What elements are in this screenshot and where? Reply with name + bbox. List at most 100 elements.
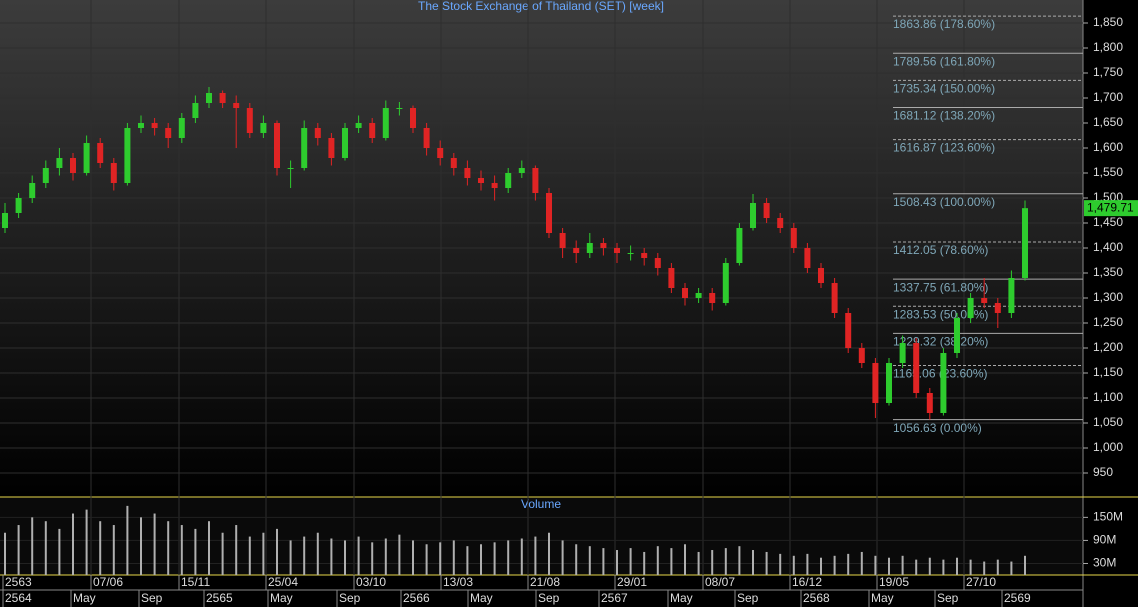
- candle-body: [124, 128, 131, 183]
- candle-body: [831, 283, 838, 313]
- fib-label: 1337.75 (61.80%): [893, 280, 988, 294]
- fib-label: 1412.05 (78.60%): [893, 243, 988, 257]
- y-tick-label: 1,150: [1093, 365, 1123, 379]
- candle-body: [464, 168, 471, 178]
- candle-body: [763, 203, 770, 218]
- y-tick-label: 1,250: [1093, 315, 1123, 329]
- y-tick-label: 1,200: [1093, 340, 1123, 354]
- candle-body: [505, 173, 512, 188]
- last-price-box: [1084, 200, 1138, 217]
- candle-body: [1022, 208, 1028, 278]
- x-tick-label: Sep: [141, 591, 163, 605]
- x-tick-label: 08/07: [705, 575, 735, 589]
- candle-body: [192, 103, 199, 118]
- candle-body: [15, 198, 22, 213]
- candle-body: [342, 128, 348, 158]
- fib-label: 1681.12 (138.20%): [893, 109, 995, 123]
- candle-body: [110, 163, 117, 183]
- y-tick-label: 1,100: [1093, 390, 1123, 404]
- candle-body: [274, 123, 280, 168]
- candle-body: [994, 303, 1001, 313]
- fib-label: 1616.87 (123.60%): [893, 141, 995, 155]
- x-tick-label: Sep: [737, 591, 759, 605]
- candle-body: [246, 108, 253, 133]
- x-tick-label: 13/03: [443, 575, 473, 589]
- candle-body: [437, 148, 444, 158]
- candle-body: [532, 168, 539, 193]
- candle-body: [178, 118, 185, 138]
- candle-body: [641, 253, 648, 258]
- candle-body: [736, 228, 743, 263]
- candle-body: [899, 343, 906, 363]
- x-tick-label: Sep: [339, 591, 361, 605]
- y-tick-label: 1,800: [1093, 40, 1123, 54]
- candle-body: [845, 313, 852, 348]
- candle-body: [586, 243, 593, 253]
- y-tick-label: 1,400: [1093, 240, 1123, 254]
- fib-label: 1789.56 (161.80%): [893, 54, 995, 68]
- candle-body: [654, 258, 661, 268]
- candle-body: [314, 128, 321, 138]
- y-tick-label: 1,700: [1093, 90, 1123, 104]
- x-tick-label: 27/10: [966, 575, 996, 589]
- candle-body: [423, 128, 430, 148]
- fib-label: 1056.63 (0.00%): [893, 421, 982, 435]
- y-tick-label: 1,850: [1093, 15, 1123, 29]
- x-tick-label: 16/12: [792, 575, 822, 589]
- candle-body: [1008, 278, 1015, 313]
- candle-body: [83, 143, 90, 173]
- y-tick-label: 950: [1093, 465, 1113, 479]
- y-tick-label: 1,450: [1093, 215, 1123, 229]
- candle-body: [97, 143, 104, 163]
- fib-label: 1863.86 (178.60%): [893, 17, 995, 31]
- candle-body: [478, 178, 484, 183]
- candle-body: [233, 103, 240, 108]
- candle-body: [573, 248, 580, 253]
- candle-body: [954, 318, 960, 353]
- candle-body: [206, 93, 212, 103]
- candle-body: [804, 248, 811, 268]
- fib-label: 1165.06 (23.60%): [893, 367, 988, 381]
- y-tick-label: 1,350: [1093, 265, 1123, 279]
- candle-body: [2, 213, 8, 228]
- candle-body: [450, 158, 457, 168]
- x-tick-label: May: [270, 591, 293, 605]
- fib-label: 1229.32 (38.20%): [893, 335, 988, 349]
- y-tick-label: 1,050: [1093, 415, 1123, 429]
- x-tick-label: 03/10: [356, 575, 386, 589]
- candle-body: [219, 93, 226, 103]
- x-tick-label: 2567: [601, 591, 628, 605]
- candle-body: [600, 243, 607, 248]
- candle-body: [722, 263, 729, 303]
- candle-body: [410, 108, 416, 128]
- candle-body: [858, 348, 865, 363]
- candle-body: [70, 158, 76, 173]
- y-tick-label: 30M: [1093, 556, 1116, 570]
- candle-body: [56, 158, 63, 168]
- candle-body: [981, 298, 988, 303]
- candle-body: [872, 363, 879, 403]
- candle-body: [682, 288, 688, 298]
- candle-body: [260, 123, 267, 133]
- candle-body: [369, 123, 376, 138]
- candle-body: [287, 168, 294, 169]
- x-tick-label: Sep: [538, 591, 560, 605]
- x-tick-label: May: [670, 591, 693, 605]
- candle-body: [165, 128, 172, 138]
- y-tick-label: 1,750: [1093, 65, 1123, 79]
- candle-body: [614, 248, 620, 253]
- candle-body: [491, 183, 498, 188]
- x-tick-label: 07/06: [93, 575, 123, 589]
- candle-body: [546, 193, 552, 233]
- x-tick-label: 29/01: [617, 575, 647, 589]
- chart-title: The Stock Exchange of Thailand (SET) [we…: [418, 0, 664, 13]
- volume-title: Volume: [521, 497, 561, 511]
- candle-body: [138, 123, 144, 128]
- candle-body: [926, 393, 933, 413]
- x-tick-label: 2564: [5, 591, 32, 605]
- y-tick-label: 1,000: [1093, 440, 1123, 454]
- candle-body: [668, 268, 675, 288]
- x-tick-label: May: [470, 591, 493, 605]
- x-tick-label: Sep: [937, 591, 959, 605]
- candle-body: [627, 253, 634, 254]
